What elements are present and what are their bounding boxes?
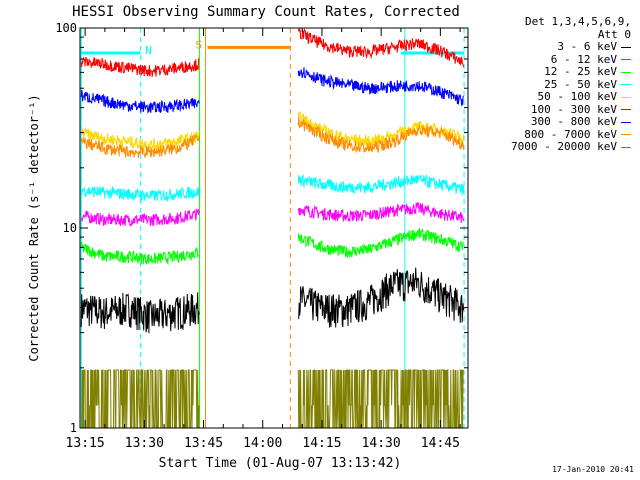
series-2-seg2 [297, 228, 465, 259]
legend-items: 3 - 6 keV 6 - 12 keV 12 - 25 keV 25 - 50 ke… [481, 40, 631, 154]
legend-label: 800 - 7000 keV [524, 127, 617, 141]
series-7-seg1 [80, 134, 200, 158]
x-tick-label: 13:45 [184, 436, 223, 451]
legend: Det 1,3,4,5,6,9, Att 0 3 - 6 keV 6 - 12 k… [481, 15, 631, 154]
series-0-seg1 [80, 292, 200, 334]
axes: 1 10 100 13:15 13:30 13:45 14:00 14:15 14:30 14:4… [55, 21, 469, 451]
legend-swatch [621, 109, 631, 111]
series-8-seg2 [297, 369, 464, 429]
flag-label-2: S [195, 38, 202, 51]
legend-item-6: 300 - 800 keV [481, 115, 631, 129]
series-6-seg2 [297, 67, 464, 106]
series-5-seg1 [80, 56, 200, 77]
legend-swatch [621, 96, 631, 98]
legend-swatch [621, 146, 631, 148]
legend-swatch [621, 134, 631, 136]
legend-item-4: 50 - 100 keV [481, 90, 631, 104]
x-tick-label: 14:15 [302, 436, 341, 451]
series-5-seg2 [297, 28, 465, 68]
legend-swatch [621, 71, 631, 73]
chart-title: HESSI Observing Summary Count Rates, Cor… [72, 4, 460, 20]
legend-item-5: 100 - 300 keV [481, 102, 631, 117]
legend-item-1: 6 - 12 keV [481, 52, 631, 67]
legend-item-3: 25 - 50 keV [481, 77, 631, 92]
series-2-seg1 [80, 241, 200, 266]
datestamp: 17-Jan-2010 20:41 [552, 465, 634, 474]
legend-item-0: 3 - 6 keV [481, 40, 631, 54]
series-3-seg2 [297, 174, 465, 196]
plot-area [80, 28, 468, 428]
legend-swatch [621, 84, 631, 86]
series-1-seg1 [80, 208, 200, 227]
legend-item-7: 800 - 7000 keV [481, 127, 631, 142]
series-6-seg1 [80, 89, 200, 114]
legend-label: 300 - 800 keV [530, 115, 617, 128]
legend-label: 50 - 100 keV [537, 90, 617, 103]
x-tick-label: 14:00 [243, 436, 282, 451]
legend-label: 6 - 12 keV [550, 52, 617, 66]
series-group [80, 28, 465, 429]
y-axis-label: Corrected Count Rate (s⁻¹ detector⁻¹) [27, 94, 41, 361]
legend-label: 3 - 6 keV [557, 40, 617, 53]
x-tick-label: 13:15 [66, 436, 105, 451]
legend-label: 12 - 25 keV [544, 65, 617, 78]
legend-header-line-1: Det 1,3,4,5,6,9, [525, 15, 631, 28]
legend-item-8: 7000 - 20000 keV [481, 140, 631, 154]
legend-header-line-2: Att 0 [597, 27, 631, 41]
y-tick-label: 100 [55, 21, 77, 35]
x-tick-label: 14:45 [421, 436, 460, 451]
plot-background [80, 28, 468, 428]
y-tick-label: 10 [63, 221, 77, 235]
flag-label-0: N [145, 44, 152, 57]
x-tick-label: 13:30 [125, 436, 164, 451]
legend-label: 25 - 50 keV [544, 77, 617, 91]
legend-swatch [621, 59, 631, 61]
x-tick-label: 14:30 [362, 436, 401, 451]
legend-item-2: 12 - 25 keV [481, 65, 631, 79]
series-4-seg1 [80, 126, 200, 152]
legend-label: 7000 - 20000 keV [511, 140, 617, 153]
series-7-seg2 [297, 116, 465, 154]
series-1-seg2 [297, 201, 465, 224]
legend-label: 100 - 300 keV [530, 102, 617, 116]
series-3-seg1 [80, 185, 200, 202]
legend-swatch [621, 121, 631, 123]
series-0-seg2 [298, 267, 465, 328]
x-axis-label: Start Time (01-Aug-07 13:13:42) [159, 456, 402, 471]
y-tick-label: 1 [70, 421, 77, 435]
legend-swatch [621, 46, 631, 48]
